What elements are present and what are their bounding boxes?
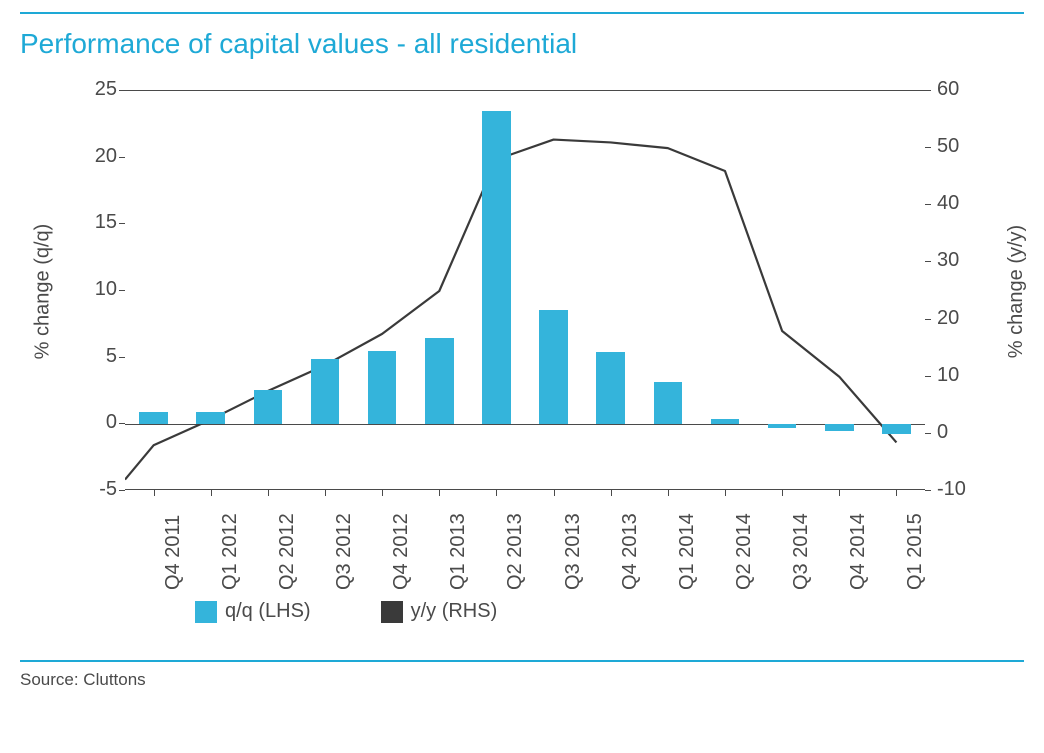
- legend-item: q/q (LHS): [195, 600, 311, 623]
- x-tick-mark: [382, 490, 383, 496]
- bar: [596, 352, 625, 424]
- x-tick-mark: [668, 490, 669, 496]
- x-category-label: Q2 2014: [733, 513, 756, 590]
- y-tick-mark-right: [925, 204, 931, 205]
- x-tick-mark: [896, 490, 897, 496]
- y-tick-left: 0: [67, 411, 117, 434]
- chart-title: Performance of capital values - all resi…: [20, 28, 1024, 60]
- legend-swatch: [195, 601, 217, 623]
- x-tick-mark: [268, 490, 269, 496]
- x-category-label: Q2 2013: [504, 513, 527, 590]
- zero-line: [125, 424, 925, 425]
- x-category-label: Q1 2013: [447, 513, 470, 590]
- x-category-label: Q1 2012: [219, 513, 242, 590]
- x-tick-mark: [496, 490, 497, 496]
- x-category-label: Q1 2014: [676, 513, 699, 590]
- bar: [311, 359, 340, 424]
- x-tick-mark: [554, 490, 555, 496]
- x-category-label: Q4 2011: [162, 515, 185, 590]
- x-category-label: Q3 2014: [790, 513, 813, 590]
- y-tick-mark-right: [925, 376, 931, 377]
- bar: [139, 412, 168, 424]
- x-category-label: Q4 2013: [619, 513, 642, 590]
- x-category-label: Q4 2012: [390, 513, 413, 590]
- x-tick-mark: [211, 490, 212, 496]
- bar: [768, 424, 797, 428]
- y-tick-right: 20: [937, 307, 959, 330]
- x-tick-mark: [725, 490, 726, 496]
- legend: q/q (LHS) y/y (RHS): [195, 600, 497, 623]
- bar: [482, 111, 511, 424]
- x-category-label: Q1 2015: [904, 513, 927, 590]
- x-tick-mark: [782, 490, 783, 496]
- y-tick-left: 15: [67, 211, 117, 234]
- y-tick-mark-left: [119, 223, 125, 224]
- y-tick-right: 60: [937, 78, 959, 101]
- bar: [368, 351, 397, 424]
- x-tick-mark: [154, 490, 155, 496]
- legend-item: y/y (RHS): [381, 600, 498, 623]
- y-tick-right: 30: [937, 249, 959, 272]
- y-tick-mark-right: [925, 90, 931, 91]
- y-tick-mark-right: [925, 261, 931, 262]
- bar: [711, 419, 740, 424]
- bar: [539, 310, 568, 425]
- y-axis-label-right: % change (y/y): [1005, 225, 1028, 358]
- x-tick-mark: [439, 490, 440, 496]
- y-tick-right: 40: [937, 192, 959, 215]
- y-tick-right: -10: [937, 478, 966, 501]
- bar: [196, 412, 225, 424]
- y-axis-label-left: % change (q/q): [31, 224, 54, 360]
- y-tick-left: 20: [67, 145, 117, 168]
- legend-label: q/q (LHS): [225, 600, 311, 623]
- line-polyline: [125, 140, 896, 480]
- y-tick-mark-left: [119, 157, 125, 158]
- y-tick-right: 0: [937, 421, 948, 444]
- x-category-label: Q2 2012: [276, 513, 299, 590]
- bar: [654, 382, 683, 425]
- line-series: [125, 91, 925, 491]
- y-tick-left: 5: [67, 345, 117, 368]
- y-tick-left: -5: [67, 478, 117, 501]
- x-category-label: Q3 2012: [333, 513, 356, 590]
- y-tick-mark-left: [119, 423, 125, 424]
- y-tick-mark-left: [119, 290, 125, 291]
- bottom-rule: [20, 660, 1024, 662]
- x-category-label: Q4 2014: [847, 513, 870, 590]
- legend-swatch: [381, 601, 403, 623]
- legend-label: y/y (RHS): [411, 600, 498, 623]
- x-tick-mark: [325, 490, 326, 496]
- y-tick-mark-right: [925, 319, 931, 320]
- bar: [882, 424, 911, 433]
- x-tick-mark: [839, 490, 840, 496]
- y-tick-mark-left: [119, 357, 125, 358]
- y-tick-left: 25: [67, 78, 117, 101]
- x-category-label: Q3 2013: [562, 513, 585, 590]
- source-text: Source: Cluttons: [20, 670, 1024, 690]
- bar: [254, 390, 283, 425]
- y-tick-mark-right: [925, 147, 931, 148]
- y-tick-mark-left: [119, 490, 125, 491]
- bar: [825, 424, 854, 431]
- bar: [425, 338, 454, 425]
- y-tick-right: 50: [937, 135, 959, 158]
- top-rule: [20, 12, 1024, 14]
- chart-area: % change (q/q) % change (y/y) q/q (LHS)y…: [20, 70, 1024, 640]
- y-tick-mark-right: [925, 490, 931, 491]
- plot-area: [125, 90, 925, 490]
- y-tick-mark-right: [925, 433, 931, 434]
- y-tick-mark-left: [119, 90, 125, 91]
- x-tick-mark: [611, 490, 612, 496]
- y-tick-right: 10: [937, 364, 959, 387]
- y-tick-left: 10: [67, 278, 117, 301]
